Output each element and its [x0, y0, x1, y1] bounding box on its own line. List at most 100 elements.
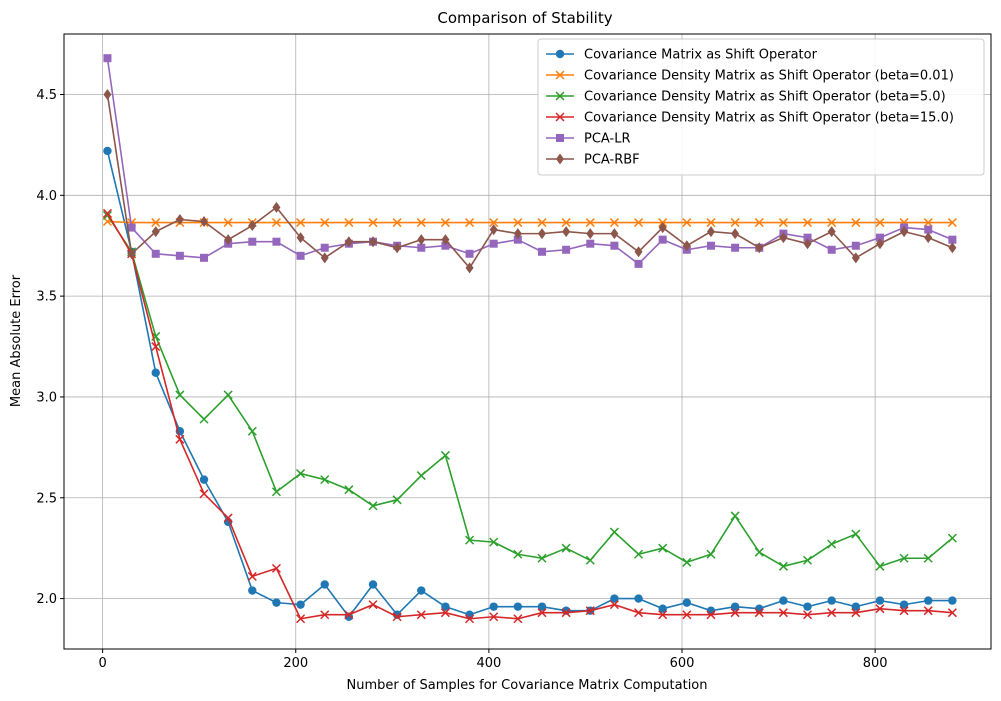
series-line	[106, 213, 953, 620]
data-point	[127, 248, 136, 260]
x-tick-label: 800	[863, 656, 888, 671]
data-point	[875, 596, 885, 605]
chart-title: Comparison of Stability	[437, 9, 612, 27]
data-point	[803, 218, 813, 228]
data-point	[851, 602, 861, 611]
data-point	[827, 226, 836, 238]
data-point	[706, 241, 715, 250]
data-point	[658, 604, 667, 613]
plot-frame	[63, 33, 992, 650]
data-point	[416, 218, 426, 228]
data-point	[803, 555, 813, 565]
data-point	[779, 232, 788, 244]
data-point	[851, 218, 861, 228]
data-point	[851, 252, 860, 264]
data-point	[585, 606, 595, 616]
data-point	[900, 226, 909, 238]
data-point	[465, 262, 474, 274]
data-point	[754, 547, 764, 557]
data-point	[489, 537, 499, 547]
data-point	[440, 450, 450, 460]
data-point	[248, 586, 257, 595]
data-point	[489, 239, 498, 248]
data-point	[923, 606, 933, 616]
data-point	[658, 235, 667, 244]
data-point	[682, 557, 692, 567]
data-point	[585, 555, 595, 565]
data-point	[465, 614, 475, 624]
legend-marker	[556, 153, 564, 165]
data-point	[586, 228, 595, 240]
data-point	[682, 610, 692, 620]
data-point	[465, 535, 475, 545]
x-axis-label: Number of Samples for Covariance Matrix …	[346, 678, 707, 693]
data-point	[296, 251, 305, 260]
data-point	[730, 602, 740, 611]
data-point	[706, 218, 716, 228]
data-point	[851, 608, 861, 618]
data-point	[561, 218, 571, 228]
data-point	[706, 606, 716, 615]
data-point	[537, 553, 547, 563]
data-point	[875, 561, 885, 571]
data-point	[755, 242, 764, 254]
legend-item: Covariance Matrix as Shift Operator	[546, 48, 818, 63]
data-point	[175, 434, 185, 444]
data-point	[875, 238, 884, 250]
data-point	[924, 225, 933, 234]
data-point	[513, 218, 523, 228]
data-point	[730, 511, 740, 521]
series-line	[107, 220, 953, 224]
data-point	[875, 604, 885, 614]
data-point	[296, 232, 305, 244]
data-point	[417, 234, 426, 246]
data-point	[634, 259, 643, 268]
series-2	[102, 216, 957, 228]
data-point	[103, 146, 112, 156]
data-point	[393, 242, 402, 254]
data-point	[247, 426, 257, 436]
data-point	[344, 610, 354, 620]
data-point	[392, 218, 402, 228]
legend-label: Covariance Density Matrix as Shift Opera…	[584, 111, 954, 126]
series-3	[102, 210, 957, 571]
data-point	[585, 218, 595, 228]
legend-box	[537, 38, 985, 176]
data-point	[778, 218, 788, 228]
data-point	[441, 602, 450, 611]
legend-marker	[556, 134, 564, 142]
data-point	[151, 249, 160, 258]
data-point	[344, 485, 354, 495]
data-point	[634, 246, 643, 258]
data-point	[609, 527, 619, 537]
y-tick-label: 2.5	[36, 491, 57, 506]
data-point	[271, 563, 281, 573]
series-line	[106, 215, 953, 568]
data-point	[344, 218, 354, 228]
data-point	[658, 543, 668, 553]
data-point	[416, 471, 426, 481]
legend-item: PCA-RBF	[546, 153, 640, 168]
data-point	[199, 489, 209, 499]
series-layer	[102, 54, 957, 624]
data-point	[682, 240, 691, 252]
data-point	[513, 549, 523, 559]
data-point	[610, 228, 619, 240]
data-point	[368, 600, 378, 610]
data-point	[731, 243, 740, 252]
data-point	[200, 253, 209, 262]
data-point	[706, 226, 715, 238]
data-point	[440, 608, 450, 618]
y-tick-label: 3.5	[36, 290, 57, 305]
data-point	[899, 553, 909, 563]
legend-item: Covariance Density Matrix as Shift Opera…	[546, 69, 954, 84]
data-point	[296, 218, 306, 228]
data-point	[223, 513, 233, 523]
y-tick-label: 4.5	[36, 88, 57, 103]
data-point	[682, 598, 692, 607]
data-point	[779, 596, 788, 605]
data-point	[296, 600, 305, 609]
data-point	[344, 236, 353, 248]
data-point	[778, 608, 788, 618]
x-tick-label: 200	[283, 656, 308, 671]
